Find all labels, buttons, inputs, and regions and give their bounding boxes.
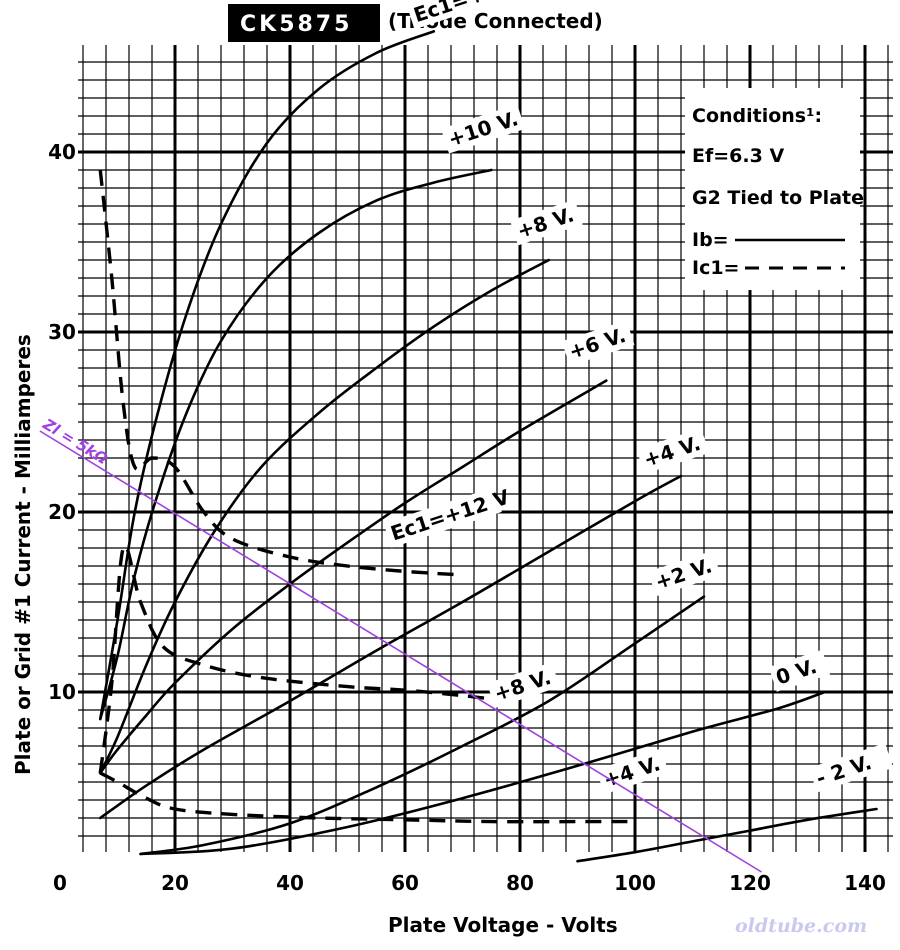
curve-label-text: 0 V. (773, 654, 820, 690)
curve-label-2-v: +2 V. (648, 550, 721, 597)
curve-label-background (648, 550, 721, 597)
load-line (39, 430, 762, 873)
y-tick-label: 20 (48, 500, 76, 524)
curve-label-background (441, 104, 526, 154)
curve-label-6-v: +6 V. (561, 320, 635, 366)
curve-label-4-v: +4 V. (636, 428, 710, 474)
legend-ef: Ef=6.3 V (692, 145, 784, 167)
y-axis-title: Plate or Grid #1 Current - Milliamperes (11, 334, 35, 775)
ib-curve-2-v (139, 595, 706, 856)
legend-g2: G2 Tied to Plate (692, 187, 864, 209)
y-tick-label: 30 (48, 320, 76, 344)
ib-curve-6-v (98, 379, 608, 775)
curve-label-background (636, 428, 710, 474)
legend-background (685, 88, 860, 290)
ib-curve-ec1-12-v (98, 30, 436, 721)
curve-label-background (768, 649, 831, 692)
x-tick-label: 140 (844, 871, 886, 895)
grid (78, 45, 893, 852)
legend-ib-label: Ib= (692, 229, 729, 251)
x-tick-label: 80 (506, 871, 534, 895)
ic1-curve-8-v (98, 544, 509, 774)
x-tick-label: 60 (391, 871, 419, 895)
curve-label-background (383, 487, 502, 548)
x-tick-label: 120 (729, 871, 771, 895)
x-axis-title: Plate Voltage - Volts (388, 913, 618, 937)
curve-label-text: +10 V. (445, 106, 521, 151)
ic1-curve-ec1-12-v (98, 169, 463, 577)
tube-name: CK5875 (240, 12, 352, 37)
y-tick-label: 10 (48, 680, 76, 704)
x-tick-label: 20 (161, 871, 189, 895)
ib-curve-0-v (139, 690, 827, 856)
curve-label-background (809, 743, 894, 793)
curve-label-background (406, 0, 537, 30)
curve-label-text: +4 V. (641, 431, 704, 472)
x-tick-label: 100 (614, 871, 656, 895)
ib-curve-10-v (98, 168, 493, 721)
ib-curve-2-v (576, 807, 878, 863)
title-box (228, 4, 380, 42)
curve-label-text: +6 V. (566, 323, 629, 364)
curve-label-2-v: - 2 V. (809, 743, 894, 793)
ib-curve-4-v (98, 474, 683, 820)
curve-label-text: +2 V. (652, 553, 715, 594)
ib-curve-8-v (98, 258, 551, 775)
ic1-curve-4-v (99, 771, 635, 824)
curve-label-text: +8 V. (514, 202, 577, 243)
legend-ic1-label: Ic1= (692, 257, 739, 279)
x-tick-label: 40 (276, 871, 304, 895)
curve-label-background (487, 662, 560, 708)
x-tick-label: 0 (53, 871, 67, 895)
curve-label-background (510, 199, 583, 246)
legend-heading: Conditions¹: (692, 105, 822, 127)
y-tick-label: 40 (48, 140, 76, 164)
curve-label-10-v: +10 V. (441, 104, 526, 154)
conditions-legend: Conditions¹: Ef=6.3 V G2 Tied to Plate I… (685, 88, 864, 290)
load-line-group: Zl = 5kΩ (39, 415, 762, 873)
axis-ticks: 0 20 40 60 80 100 120 140 10 20 30 40 (48, 140, 886, 895)
curve-label-text: +8 V. (491, 665, 554, 706)
curve-label-background (561, 320, 635, 366)
watermark: oldtube.com (735, 915, 867, 937)
